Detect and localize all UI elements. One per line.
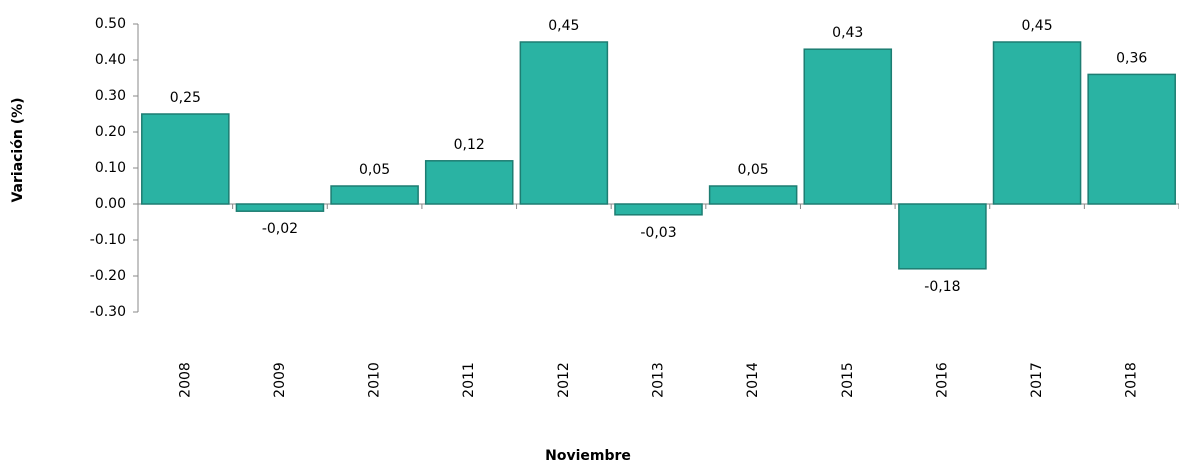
value-label: -0,02	[262, 221, 298, 237]
x-tick-label: 2009	[272, 362, 288, 398]
y-tick-label: -0.30	[90, 304, 126, 320]
value-label: 0,05	[359, 162, 390, 178]
y-tick-label: 0.20	[95, 124, 126, 140]
x-tick-label: 2016	[934, 362, 950, 398]
value-label: 0,43	[832, 25, 863, 41]
x-tick-label: 2012	[556, 362, 572, 398]
y-tick-label: 0.00	[95, 196, 126, 212]
bar	[235, 203, 325, 212]
bar	[330, 185, 419, 205]
x-tick-label: 2013	[651, 362, 667, 398]
y-tick-label: 0.40	[95, 52, 126, 68]
value-label: 0,36	[1116, 50, 1147, 66]
y-tick-label: -0.20	[90, 268, 126, 284]
bar	[1087, 73, 1176, 205]
x-tick-label: 2017	[1029, 362, 1045, 398]
x-tick-label: 2011	[461, 362, 477, 398]
x-tick-label: 2010	[367, 362, 383, 398]
bar	[803, 48, 893, 205]
x-tick-label: 2018	[1124, 362, 1140, 398]
bar	[992, 41, 1082, 205]
bar	[708, 185, 798, 205]
bar	[614, 203, 703, 216]
x-tick-label: 2014	[745, 362, 761, 398]
value-label: 0,12	[454, 137, 485, 153]
y-tick-label: 0.10	[95, 160, 126, 176]
y-tick-label: 0.50	[95, 16, 126, 32]
x-tick-label: 2008	[177, 362, 193, 398]
value-label: 0,45	[1021, 18, 1052, 34]
y-tick-label: -0.10	[90, 232, 126, 248]
y-tick-label: 0.30	[95, 88, 126, 104]
y-axis-title: Variación (%)	[10, 97, 26, 202]
bar	[519, 41, 609, 205]
value-label: 0,25	[170, 90, 201, 106]
value-label: -0,03	[640, 225, 676, 241]
x-axis-title: Noviembre	[545, 448, 631, 464]
x-tick-label: 2015	[840, 362, 856, 398]
value-label: 0,45	[548, 18, 579, 34]
bar	[424, 160, 514, 205]
bar	[898, 203, 987, 270]
value-label: -0,18	[924, 279, 960, 295]
value-label: 0,05	[738, 162, 769, 178]
bar	[141, 113, 230, 205]
